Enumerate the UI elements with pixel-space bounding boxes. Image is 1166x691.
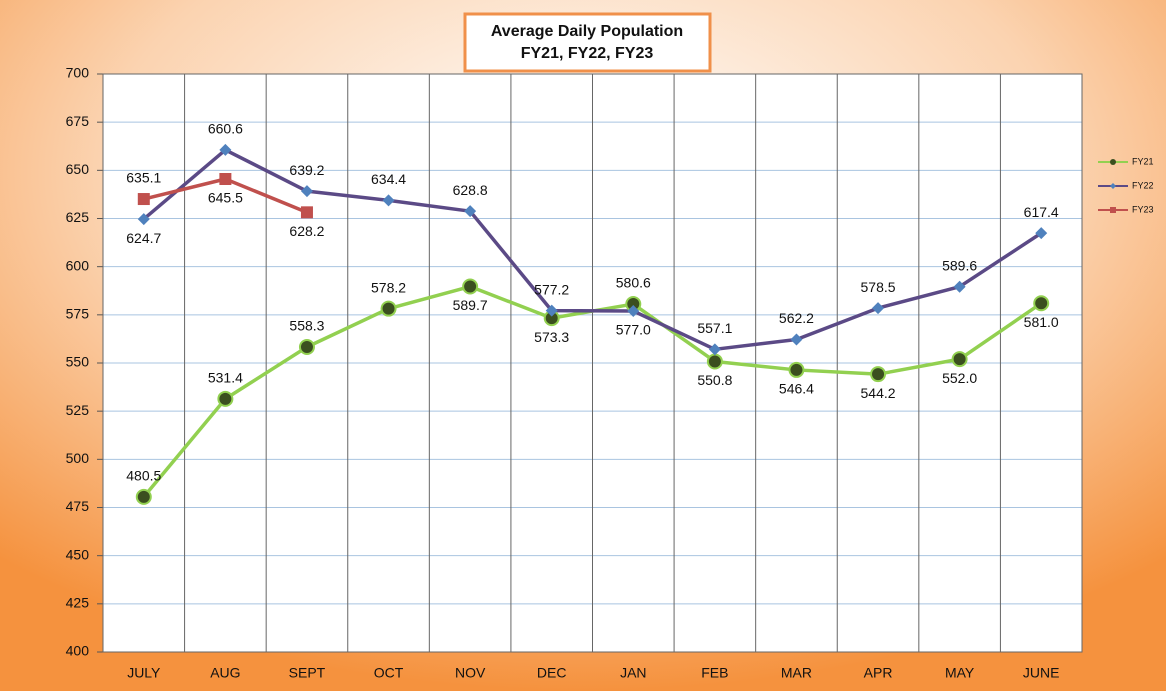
data-label: 546.4	[779, 381, 814, 397]
data-label: 634.4	[371, 171, 406, 187]
marker	[1033, 295, 1050, 312]
chart-title: Average Daily Population	[491, 23, 683, 40]
marker	[708, 343, 721, 356]
y-tick-label: 675	[66, 113, 90, 129]
x-tick-label: AUG	[210, 665, 240, 681]
y-tick-label: 500	[66, 450, 90, 466]
x-tick-label: JULY	[127, 665, 161, 681]
data-label: 557.1	[697, 320, 732, 336]
data-label: 573.3	[534, 329, 569, 345]
data-label: 589.7	[453, 297, 488, 313]
data-label: 531.4	[208, 370, 243, 386]
y-tick-label: 700	[66, 65, 90, 81]
y-tick-label: 450	[66, 546, 90, 562]
marker	[380, 300, 397, 317]
marker	[300, 206, 313, 219]
marker	[870, 366, 887, 383]
legend-label: FY21	[1132, 156, 1154, 166]
legend-label: FY23	[1132, 204, 1154, 214]
x-tick-label: SEPT	[289, 665, 326, 681]
marker	[464, 205, 477, 218]
legend-label: FY22	[1132, 180, 1154, 190]
marker	[790, 333, 803, 346]
marker	[788, 361, 805, 378]
title-box	[463, 12, 712, 73]
marker	[219, 143, 232, 156]
marker	[953, 280, 966, 293]
data-label: 480.5	[126, 468, 161, 484]
chart-subtitle: FY21, FY22, FY23	[521, 45, 654, 62]
y-tick-label: 525	[66, 402, 90, 418]
data-label: 562.2	[779, 310, 814, 326]
y-tick-label: 425	[66, 595, 90, 611]
data-label: 550.8	[697, 372, 732, 388]
x-tick-label: FEB	[701, 665, 728, 681]
series-line	[142, 148, 1043, 352]
data-label: 624.7	[126, 230, 161, 246]
y-tick-label: 625	[66, 209, 90, 225]
data-label: 552.0	[942, 370, 977, 386]
x-tick-label: MAR	[781, 665, 812, 681]
marker	[382, 194, 395, 207]
x-tick-label: APR	[864, 665, 893, 681]
y-tick-label: 475	[66, 498, 90, 514]
marker	[1035, 227, 1048, 240]
data-label: 628.8	[453, 182, 488, 198]
marker	[706, 353, 723, 370]
data-label: 578.5	[861, 279, 896, 295]
marker	[872, 302, 885, 315]
marker	[219, 173, 232, 186]
data-label: 544.2	[861, 385, 896, 401]
marker	[545, 304, 558, 317]
marker	[298, 339, 315, 356]
legend-marker	[1110, 159, 1116, 165]
marker	[951, 351, 968, 368]
y-tick-label: 550	[66, 354, 90, 370]
x-tick-label: JUNE	[1023, 665, 1060, 681]
y-tick-label: 650	[66, 161, 90, 177]
data-label: 589.6	[942, 257, 977, 273]
marker	[300, 185, 313, 198]
data-label: 578.2	[371, 279, 406, 295]
plot-border	[102, 73, 1083, 653]
data-label: 580.6	[616, 275, 651, 291]
x-tick-label: NOV	[455, 665, 486, 681]
marker	[627, 304, 640, 317]
x-tick-label: DEC	[537, 665, 567, 681]
y-tick-label: 600	[66, 257, 90, 273]
marker	[135, 488, 152, 505]
x-tick-label: MAY	[945, 665, 975, 681]
marker	[137, 193, 150, 206]
legend-marker	[1110, 207, 1116, 213]
legend-marker	[1110, 183, 1116, 189]
x-tick-label: OCT	[374, 665, 404, 681]
data-label: 617.4	[1024, 204, 1059, 220]
marker	[217, 390, 234, 407]
data-label: 581.0	[1024, 314, 1059, 330]
data-label: 558.3	[289, 318, 324, 334]
data-label: 639.2	[289, 162, 324, 178]
y-tick-label: 575	[66, 306, 90, 322]
marker	[137, 213, 150, 226]
data-label: 577.0	[616, 322, 651, 338]
data-label: 645.5	[208, 190, 243, 206]
x-tick-label: JAN	[620, 665, 646, 681]
data-label: 577.2	[534, 281, 569, 297]
data-label: 660.6	[208, 121, 243, 137]
marker	[462, 278, 479, 295]
data-label: 628.2	[289, 223, 324, 239]
y-tick-label: 400	[66, 643, 90, 659]
data-label: 635.1	[126, 170, 161, 186]
